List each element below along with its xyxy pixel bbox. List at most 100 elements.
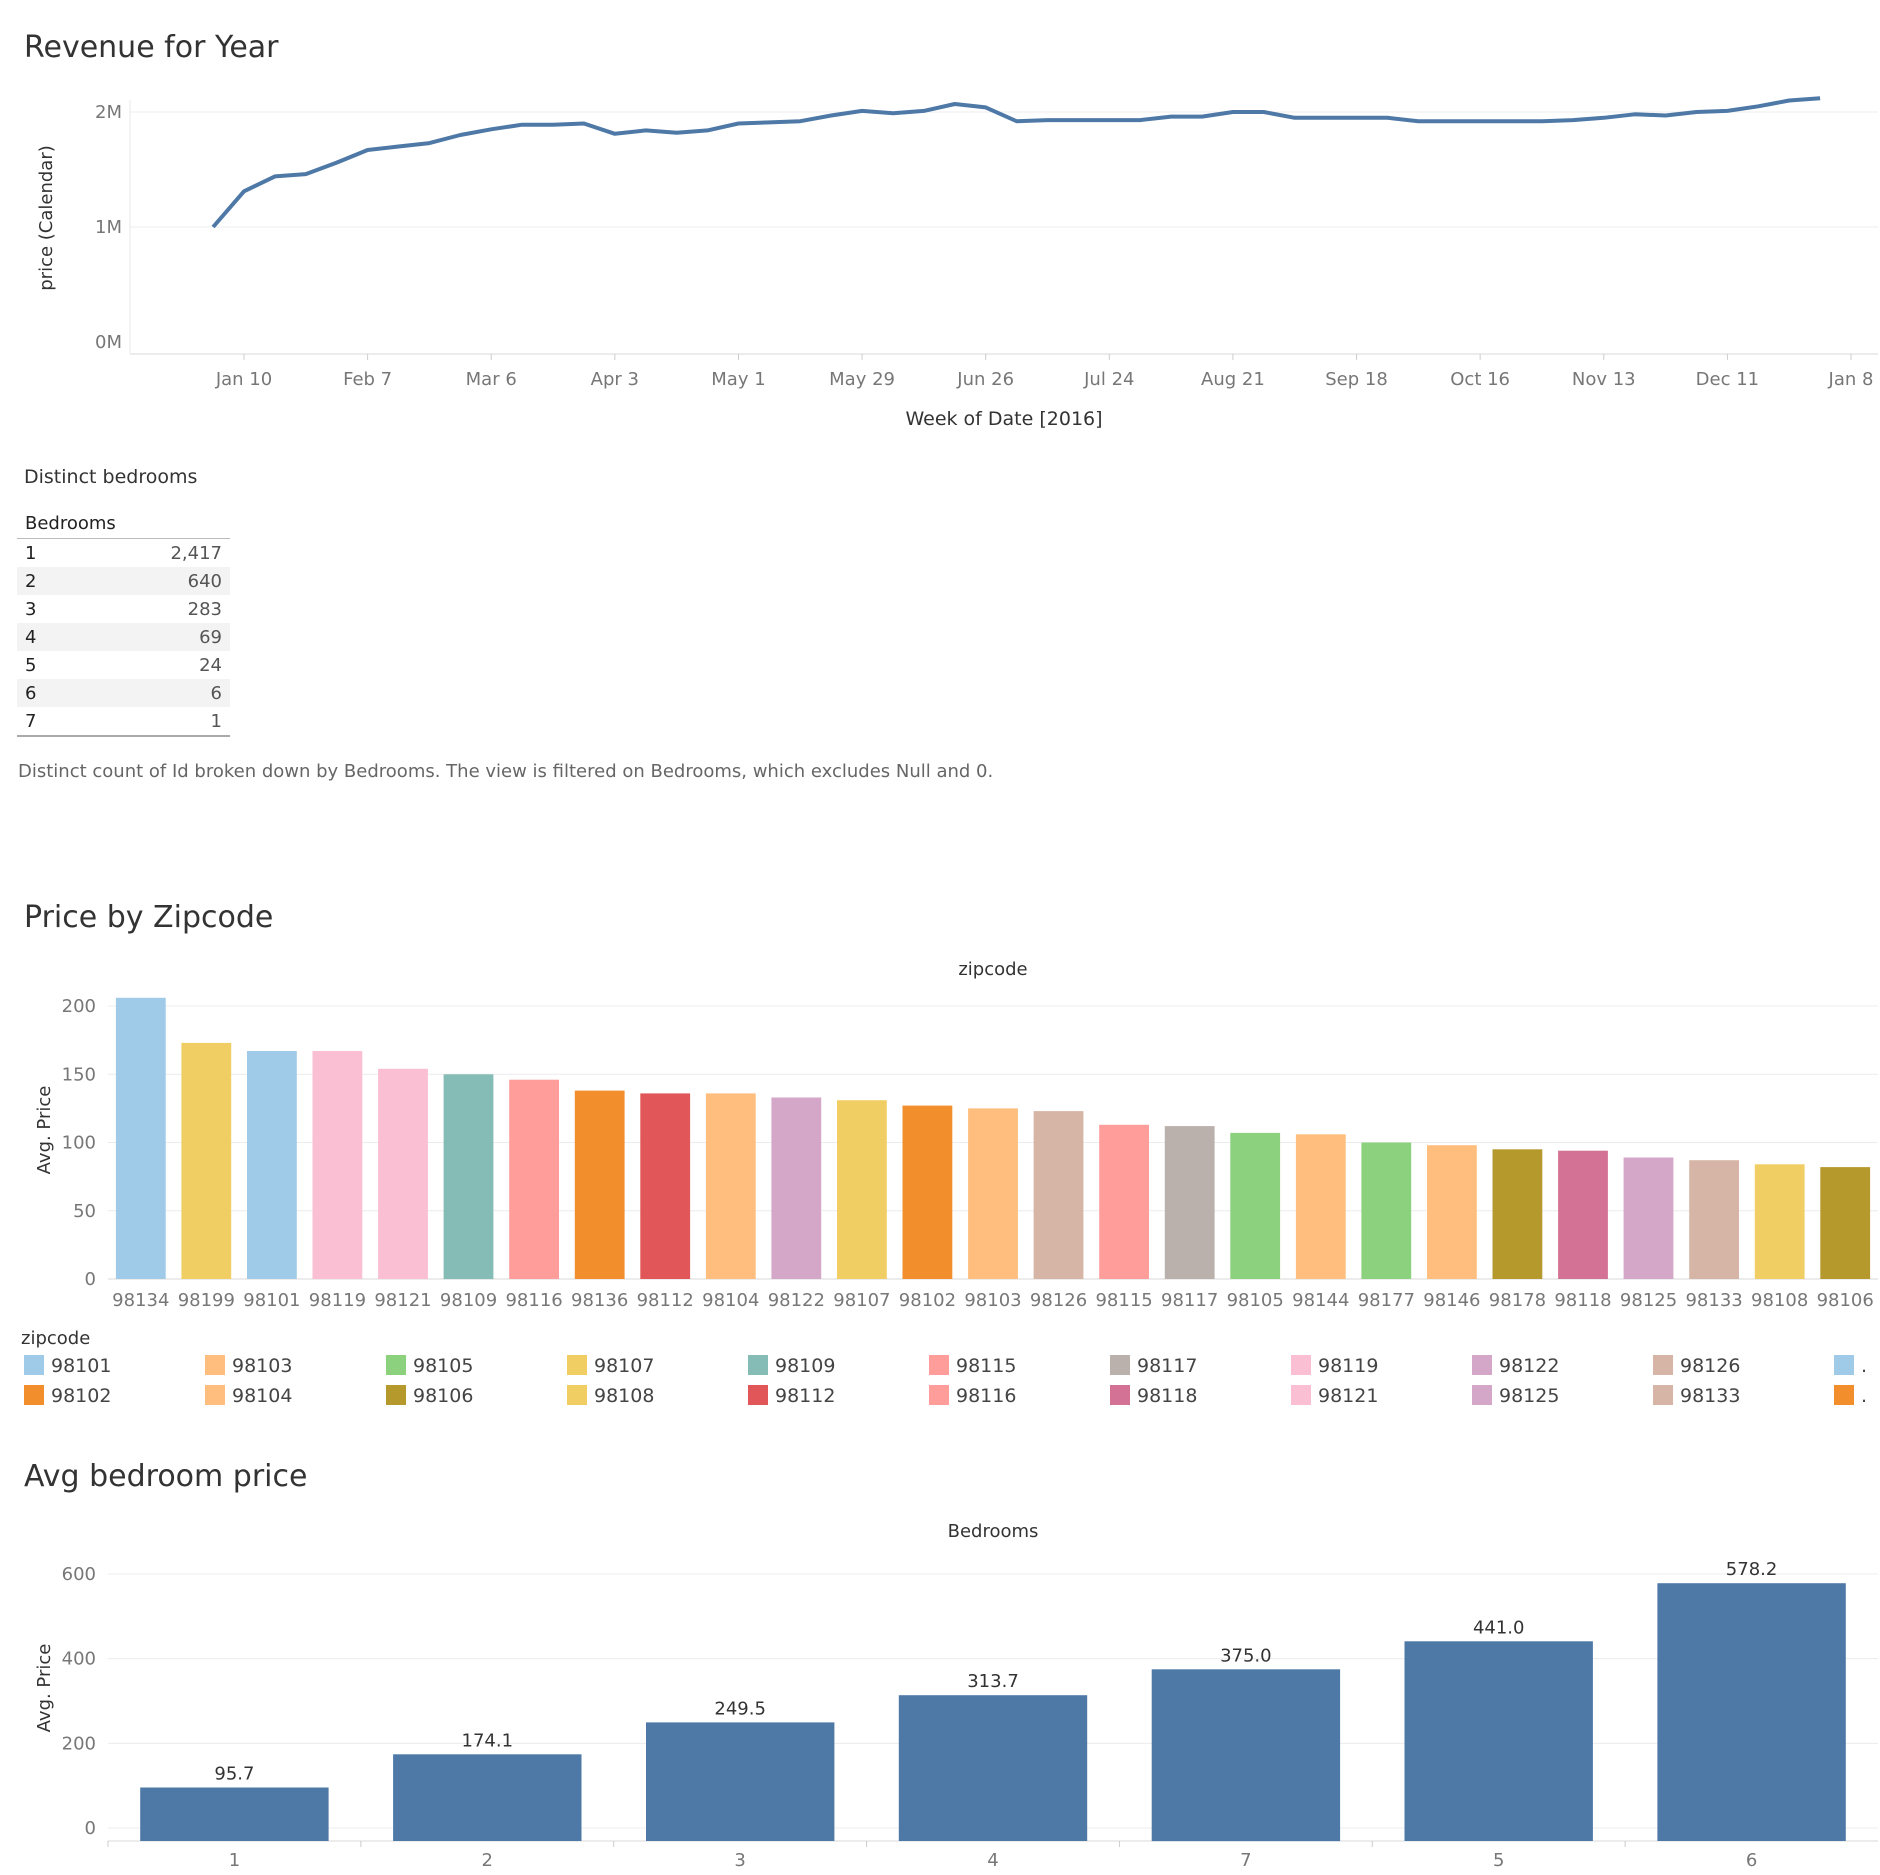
legend-label: 98118 [1137,1385,1198,1407]
legend-label: 98102 [51,1385,112,1407]
zipcode-bar [902,1105,953,1279]
legend-label: 98107 [594,1355,655,1377]
bedroom-price-bar [393,1754,582,1841]
bedroom-price-data-label: 249.5 [714,1698,766,1719]
revenue-x-tick-label: Jul 24 [1083,369,1134,390]
bedroom-price-bar [140,1787,329,1841]
revenue-y-tick-label: 1M [95,217,122,238]
legend-item[interactable]: . [1834,1385,1867,1407]
table-row: 4 69 [17,623,230,651]
zipcode-bar [771,1097,822,1279]
revenue-title: Revenue for Year [24,30,279,65]
count-cell: 24 [199,654,222,676]
count-cell: 2,417 [170,542,222,564]
legend-swatch [929,1385,949,1405]
table-row: 5 24 [17,651,230,679]
zipcode-bar [181,1042,232,1279]
legend-item[interactable]: 98103 [205,1355,292,1377]
legend-swatch [386,1355,406,1375]
legend-item[interactable]: 98109 [748,1355,835,1377]
zipcode-y-tick-label: 0 [85,1269,96,1290]
zipcode-bar [1295,1134,1346,1279]
count-cell: 640 [147,567,230,595]
legend-swatch [1834,1385,1854,1405]
bedroom-price-bar-chart: Bedrooms 0 200 400 600 1 95.7 2 174.1 3 249.5 4 31… [34,1521,1878,1871]
legend-label: 98108 [594,1385,655,1407]
count-cell: 6 [147,679,230,707]
legend-item[interactable]: 98117 [1110,1355,1197,1377]
zipcode-x-tick-label: 98102 [899,1290,956,1311]
legend-item[interactable]: 98104 [205,1385,292,1407]
bedroom-price-bar [1404,1641,1593,1841]
revenue-x-tick-label: Jan 10 [215,369,272,390]
legend-swatch [1834,1355,1854,1375]
bedroom-price-y-tick-label: 600 [62,1564,96,1585]
legend-item[interactable]: 98112 [748,1385,835,1407]
revenue-x-tick-label: Jun 26 [956,369,1014,390]
bedrooms-table: Bedrooms 1 2,417 2 640 3 283 4 69 5 24 6 6 7 1 [17,508,230,737]
revenue-y-tick-label: 0M [95,332,122,353]
legend-item[interactable]: 98116 [929,1385,1016,1407]
legend-item[interactable]: 98115 [929,1355,1016,1377]
legend-item[interactable]: 98107 [567,1355,654,1377]
legend-label: 98126 [1680,1355,1741,1377]
zipcode-bar [1820,1167,1871,1279]
legend-item[interactable]: 98108 [567,1385,654,1407]
zipcode-x-tick-label: 98126 [1030,1290,1087,1311]
legend-label: 98105 [413,1355,474,1377]
zipcode-bar [1033,1111,1084,1279]
bedroom-price-y-axis-label: Avg. Price [34,1644,55,1733]
legend-item[interactable]: 98121 [1291,1385,1378,1407]
zipcode-y-tick-label: 150 [62,1064,96,1085]
zipcode-bar [1230,1132,1281,1279]
zipcode-x-tick-label: 98146 [1423,1290,1480,1311]
bedroom-price-x-tick-label: 1 [229,1850,240,1871]
legend-item[interactable]: 98125 [1472,1385,1559,1407]
legend-item[interactable]: 98126 [1653,1355,1740,1377]
legend-item[interactable]: 98118 [1110,1385,1197,1407]
bedroom-price-x-tick-label: 6 [1746,1850,1757,1871]
legend-item[interactable]: 98102 [24,1385,111,1407]
legend-swatch [567,1355,587,1375]
zipcode-bar [1427,1145,1477,1279]
legend-item[interactable]: 98119 [1291,1355,1378,1377]
bedroom-price-bar [1151,1669,1341,1842]
legend-swatch [24,1385,44,1405]
bedroom-price-x-tick-label: 5 [1493,1850,1504,1871]
revenue-x-tick-label: May 29 [829,369,895,390]
revenue-x-tick-label: May 1 [711,369,765,390]
legend-swatch [567,1385,587,1405]
legend-item[interactable]: 98105 [386,1355,473,1377]
legend-item[interactable]: 98106 [386,1385,473,1407]
bedroom-price-bar [898,1695,1088,1841]
revenue-line-chart: 0M 1M 2M Jan 10 Feb 7 Mar 6 Apr 3 May 1 May 29 J… [36,96,1878,430]
zipcode-bar [1689,1160,1739,1279]
legend-label: 98112 [775,1385,836,1407]
bedroom-price-y-tick-label: 400 [62,1649,96,1670]
zipcode-x-tick-label: 98101 [243,1290,300,1311]
zipcode-bar [443,1074,494,1280]
bedrooms-column-header: Bedrooms [17,508,148,539]
bedrooms-cell: 7 [17,707,148,737]
revenue-series-line [211,96,1821,229]
legend-label: 98106 [413,1385,474,1407]
bedrooms-table-caption: Distinct count of Id broken down by Bedr… [18,761,994,782]
legend-item[interactable]: 98101 [24,1355,111,1377]
legend-item[interactable]: . [1834,1355,1867,1377]
zipcode-x-tick-label: 98118 [1554,1290,1611,1311]
legend-swatch [1653,1385,1673,1405]
bedroom-price-x-tick-label: 7 [1240,1850,1251,1871]
revenue-x-tick-label: Jan 8 [1828,369,1874,390]
zipcode-x-tick-label: 98122 [768,1290,825,1311]
legend-item[interactable]: 98122 [1472,1355,1559,1377]
zipcode-x-tick-label: 98134 [112,1290,169,1311]
zipcode-bar [312,1051,363,1279]
bedroom-price-bar [646,1722,835,1841]
zipcode-bar-chart: zipcode 0 50 100 150 200 98134 98199 98101 9811… [34,959,1878,1311]
zipcode-header-label: zipcode [958,959,1027,980]
legend-label: 98101 [51,1355,112,1377]
legend-item[interactable]: 98133 [1653,1385,1740,1407]
bedroom-price-x-tick-label: 3 [734,1850,745,1871]
zipcode-x-tick-label: 98199 [178,1290,235,1311]
